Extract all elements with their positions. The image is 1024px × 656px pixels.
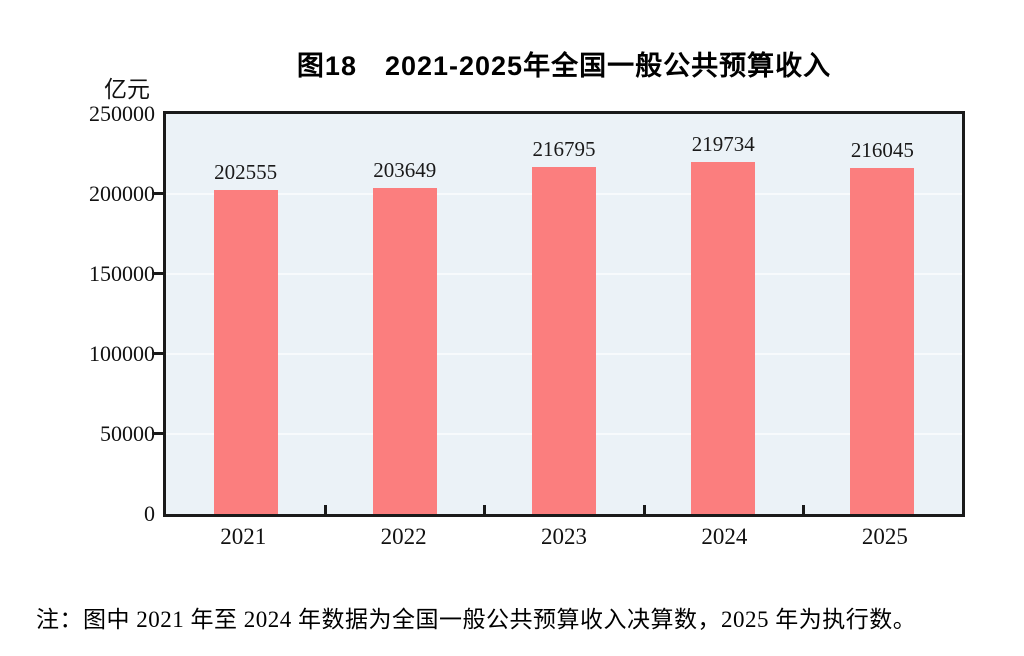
bar-slot-2025: 216045	[803, 114, 962, 514]
y-tick-mark	[152, 432, 163, 435]
x-tick-mark	[801, 505, 805, 514]
bar-value-label-2025: 216045	[850, 138, 914, 163]
x-tick-mark	[642, 505, 646, 514]
bar-value-label-2023: 216795	[532, 137, 596, 162]
bar-2023	[532, 167, 596, 514]
y-tick-label-0: 0	[144, 501, 155, 526]
x-tick-mark	[324, 505, 328, 514]
bar-slot-2022: 203649	[325, 114, 484, 514]
bar-value-label-2022: 203649	[373, 158, 437, 183]
bar-value-label-2024: 219734	[691, 132, 755, 157]
y-tick-label-150000: 150000	[89, 261, 155, 286]
y-tick-label-100000: 100000	[89, 341, 155, 366]
y-tick-mark	[152, 272, 163, 275]
x-tick-label-2023: 2023	[541, 524, 588, 549]
y-tick-label-250000: 250000	[89, 101, 155, 126]
y-tick-label-200000: 200000	[89, 181, 155, 206]
y-axis-unit-label: 亿元	[104, 77, 150, 102]
x-tick-label-2025: 2025	[861, 524, 908, 549]
y-tick-mark	[152, 192, 163, 195]
bar-2025	[850, 168, 915, 514]
footnote: 注：图中 2021 年至 2024 年数据为全国一般公共预算收入决算数，2025…	[36, 607, 917, 632]
x-axis-labels: 2021 2022 2023 2024 2025	[163, 524, 965, 550]
bar-value-label-2021: 202555	[214, 159, 278, 184]
x-tick-label-2021: 2021	[220, 524, 267, 549]
x-tick-label-2022: 2022	[380, 524, 427, 549]
y-tick-label-50000: 50000	[100, 421, 155, 446]
bar-2021	[213, 189, 278, 514]
bar-slot-2023: 216795	[484, 114, 643, 514]
bar-series: 202555 203649 216795 219734 216045	[166, 114, 962, 514]
bar-2022	[372, 188, 437, 514]
chart-title: 图18 2021-2025年全国一般公共预算收入	[296, 51, 832, 81]
bar-slot-2024: 219734	[644, 114, 803, 514]
x-tick-label-2024: 2024	[701, 524, 748, 549]
bar-slot-2021: 202555	[166, 114, 325, 514]
plot-area: 202555 203649 216795 219734 216045	[163, 111, 965, 517]
x-tick-mark	[483, 505, 487, 514]
y-tick-mark	[152, 352, 163, 355]
bar-2024	[691, 162, 756, 514]
